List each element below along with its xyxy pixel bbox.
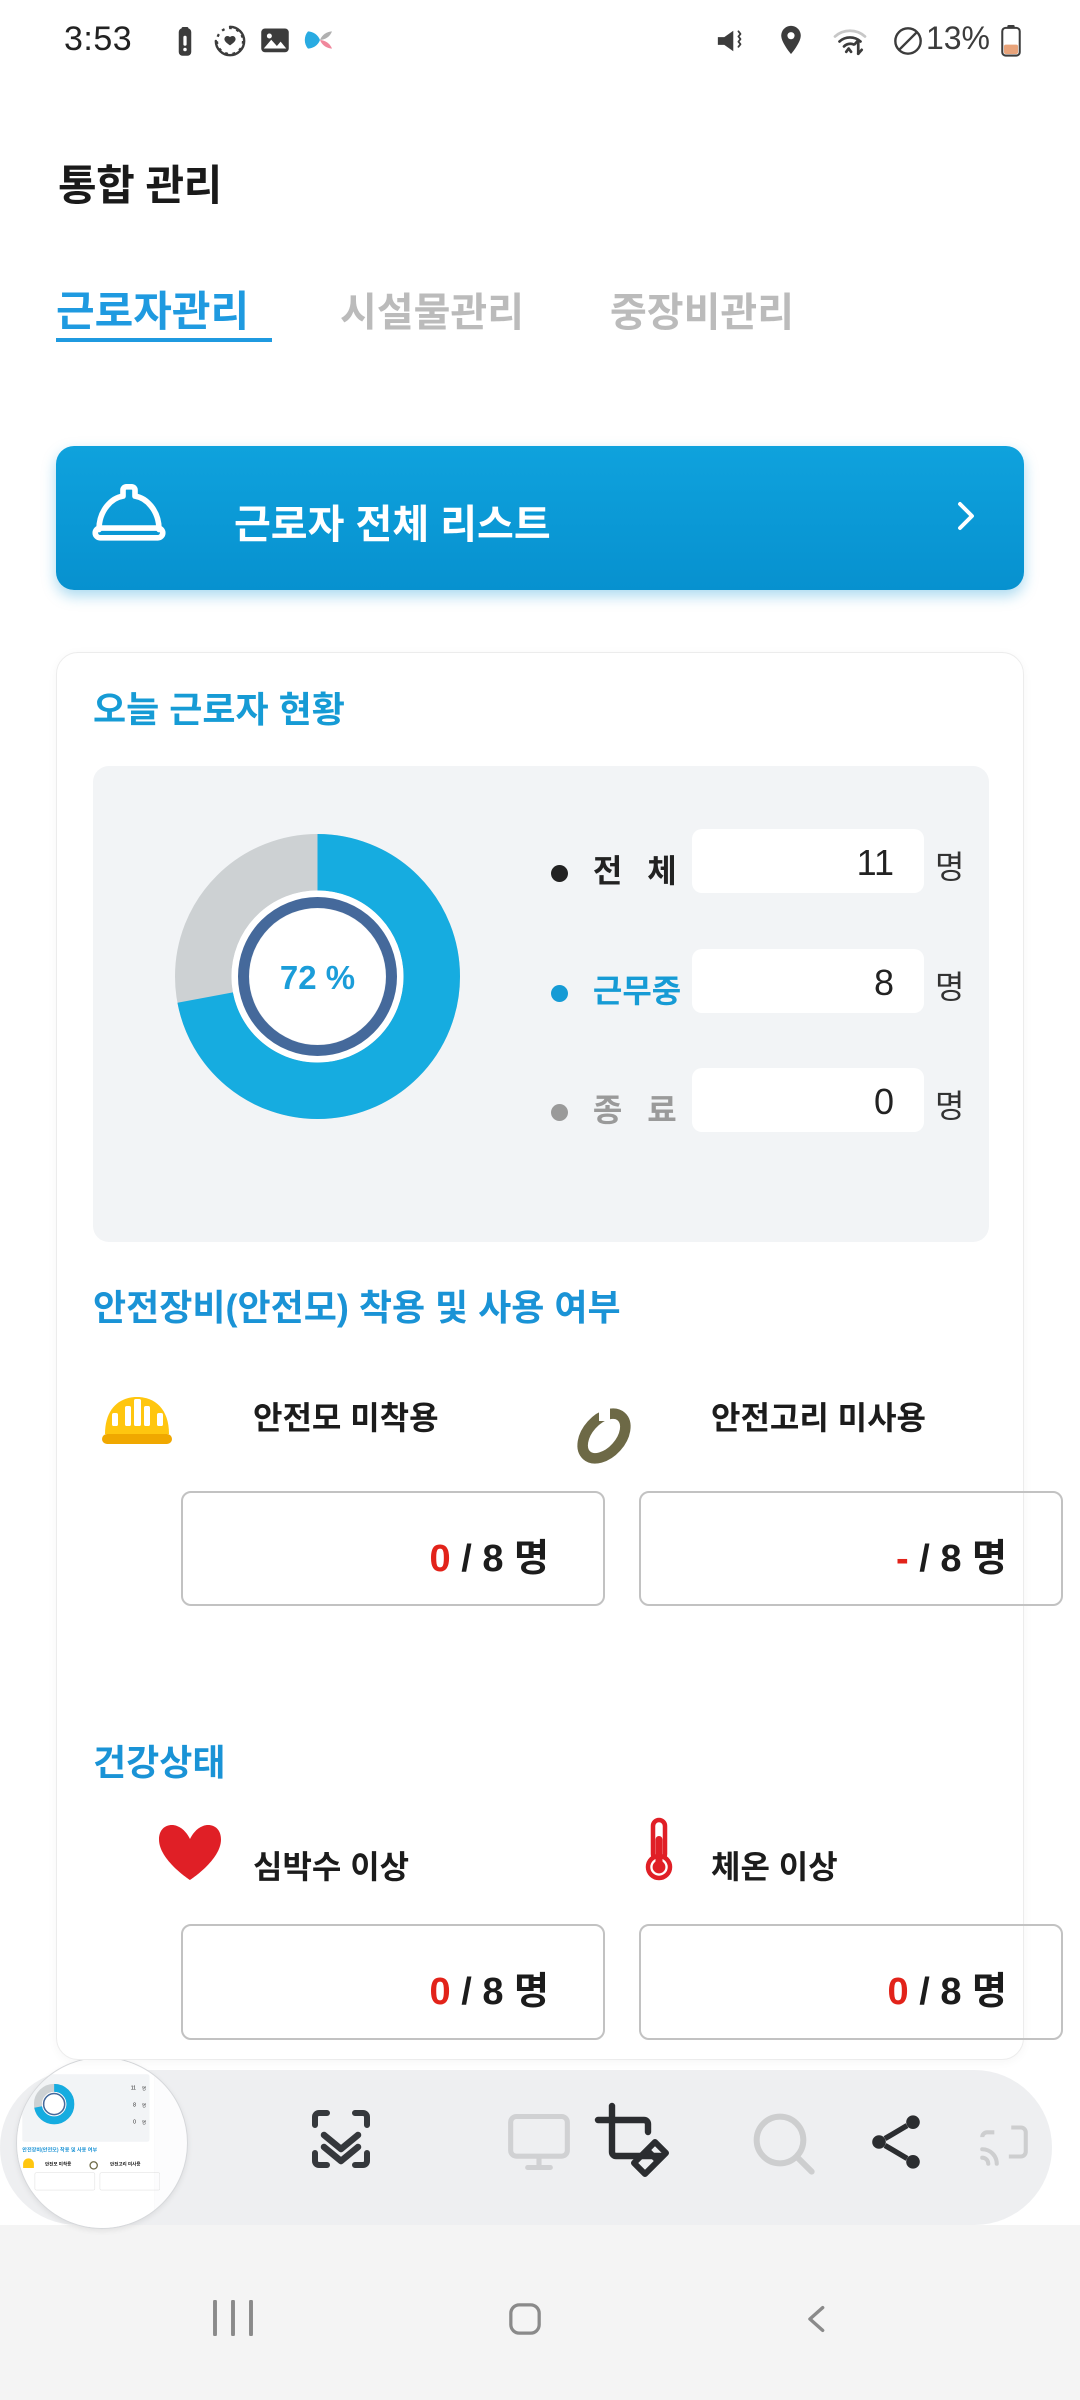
svg-text:72 %: 72 %	[280, 959, 355, 996]
